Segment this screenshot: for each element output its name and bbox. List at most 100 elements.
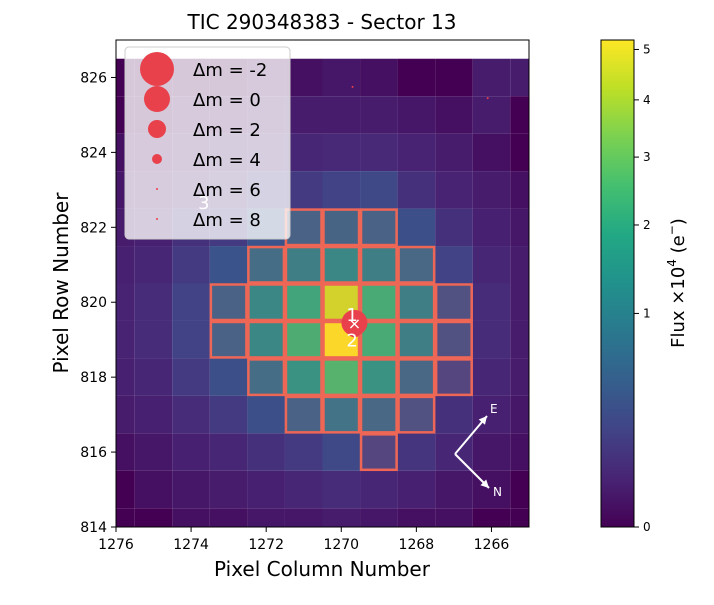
heatmap-cell [116,283,135,321]
heatmap-cell [172,320,210,359]
x-tick-label: 1268 [399,537,435,553]
heatmap-cell [435,283,473,321]
heatmap-cell [284,283,323,321]
y-tick-label: 820 [80,295,107,311]
star-label: 2 [346,330,357,351]
y-tick-label: 816 [80,445,107,461]
heatmap-cell [472,133,511,172]
heatmap-cell [284,96,323,134]
heatmap-cell [284,358,323,396]
heatmap-cell [284,470,323,509]
heatmap-cell [116,320,135,359]
aperture-pixel [359,245,398,284]
colorbar-label-close: ) [668,218,689,225]
heatmap-cell [209,395,248,434]
heatmap-cell [134,320,173,359]
heatmap-cell [209,358,248,396]
legend-label: Δm = -2 [193,60,267,81]
colorbar-label-suffix: (e [668,235,689,259]
heatmap-cell [397,320,436,359]
heatmap-cell [435,320,473,359]
heatmap-cell [247,395,285,434]
aperture-pixel [359,283,398,322]
legend-marker [156,218,158,220]
colorbar-tick-label: 1 [643,306,651,320]
heatmap-cell [435,58,473,97]
heatmap-cell [322,96,361,134]
heatmap-cell [472,508,511,527]
aperture-pixel [359,320,398,359]
heatmap-cell [284,246,323,284]
aperture-pixel [434,358,473,397]
heatmap-cell [172,508,210,527]
heatmap-cell [247,320,285,359]
aperture-pixel [247,358,286,397]
heatmap-cell [472,171,511,209]
heatmap-cell [472,96,511,134]
heatmap-cell [510,58,529,97]
aperture-pixel [284,208,323,247]
aperture-pixel [322,358,361,397]
heatmap-cell [510,246,529,284]
aperture-mask [209,208,473,472]
heatmap-cell [397,283,436,321]
heatmap-cell [360,283,398,321]
heatmap-cell [116,508,135,527]
star-label: 1 [346,305,357,326]
heatmap-cell [472,58,511,97]
heatmap-cell [472,283,511,321]
heatmap-cell [510,133,529,172]
heatmap-cell [134,246,173,284]
heatmap-cell [209,508,248,527]
legend: Δm = -2 Δm = 0 Δm = 2 Δm = 4 Δm = 6 Δm = 8 [124,46,291,240]
x-tick-label: 1270 [323,537,359,553]
compass-east-label: E [490,402,498,416]
heatmap-cell [397,470,436,509]
heatmap-cell [172,358,210,396]
heatmap-cell [360,395,398,434]
colorbar-label-prefix: Flux ×10 [668,267,689,348]
heatmap-cell [397,58,436,97]
heatmap-cell [360,133,398,172]
heatmap-cell [435,96,473,134]
heatmap-cell [322,246,361,284]
aperture-pixel [247,283,286,322]
heatmap-cell [172,246,210,284]
heatmap-cell [247,283,285,321]
aperture-pixel [397,395,436,434]
axes-frame [115,39,530,528]
heatmap-cell [322,58,361,97]
y-tick-label: 822 [80,220,107,236]
heatmap-cell [247,508,285,527]
legend-label: Δm = 8 [193,210,261,231]
heatmap-cell [172,395,210,434]
colorbar-label-exp: 4 [665,259,679,267]
heatmap-cell [397,508,436,527]
aperture-pixel [209,320,248,359]
aperture-pixel [247,320,286,359]
east-arrow-head [478,416,487,425]
aperture-pixel [284,358,323,397]
aperture-pixel [359,433,398,472]
heatmap-cell [360,246,398,284]
heatmap-cell [472,208,511,247]
heatmap-cell [322,395,361,434]
x-axis: 1276 1274 1272 1270 1268 1266 [98,527,509,553]
aperture-pixel [434,320,473,359]
compass-rose: EN [454,402,502,499]
heatmap-cell [172,470,210,509]
heatmap-cell [510,433,529,471]
legend-marker [140,52,174,86]
heatmap-cell [284,320,323,359]
heatmap-cell [360,433,398,471]
heatmap-cell [322,208,361,247]
aperture-pixel [322,208,361,247]
heatmap-cell [510,96,529,134]
heatmap-cell [284,433,323,471]
star-marker [486,97,489,100]
y-axis-label: Pixel Row Number [49,192,73,374]
heatmap-cell [472,320,511,359]
colorbar-tick-label: 0 [643,520,651,534]
x-axis-label: Pixel Column Number [214,557,431,581]
